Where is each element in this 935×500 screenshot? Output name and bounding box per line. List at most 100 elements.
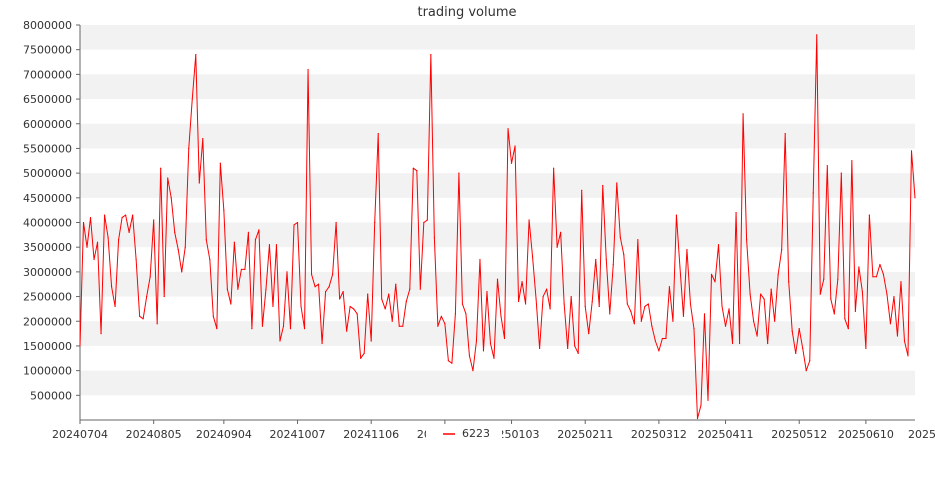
data-point — [717, 244, 720, 246]
grid-band — [80, 222, 915, 248]
x-tick-label: 20241007 — [270, 428, 326, 441]
data-point — [528, 219, 530, 221]
data-point — [416, 170, 418, 172]
data-point — [374, 221, 376, 224]
data-point — [360, 357, 362, 359]
data-point — [226, 288, 228, 290]
data-point — [542, 295, 544, 298]
data-point — [682, 315, 685, 317]
data-point — [356, 313, 358, 315]
data-point — [581, 189, 583, 192]
grid-band — [80, 173, 915, 198]
data-point — [784, 133, 786, 135]
chart-title: trading volume — [417, 5, 516, 20]
data-point — [563, 303, 565, 305]
data-point — [574, 345, 576, 347]
data-point — [251, 328, 253, 330]
data-point — [475, 340, 478, 342]
data-point — [402, 325, 404, 327]
data-point — [335, 221, 337, 224]
data-point — [135, 258, 137, 261]
data-point — [132, 214, 134, 216]
data-point — [482, 350, 485, 352]
data-point — [384, 308, 386, 310]
data-point — [588, 332, 590, 335]
data-point — [93, 258, 95, 261]
data-point — [584, 305, 586, 308]
data-point — [914, 197, 916, 199]
legend: 6223 — [426, 424, 502, 442]
data-point — [107, 236, 109, 238]
y-tick-label: 5000000 — [23, 167, 72, 180]
data-point — [553, 167, 555, 169]
data-point — [609, 313, 611, 315]
data-point — [531, 256, 534, 258]
data-point — [668, 286, 671, 288]
y-tick-label: 5500000 — [23, 142, 72, 155]
data-point — [675, 214, 678, 216]
y-tick-label: 500000 — [30, 389, 72, 402]
x-tick-label: 20240704 — [52, 428, 108, 441]
data-point — [286, 271, 288, 273]
data-point — [710, 273, 713, 275]
data-point — [377, 133, 379, 135]
data-point — [753, 320, 755, 322]
data-point — [658, 350, 660, 352]
data-point — [496, 278, 499, 280]
data-point — [858, 266, 860, 268]
data-point — [300, 305, 302, 308]
data-point — [735, 212, 737, 214]
data-point — [440, 315, 442, 317]
data-point — [433, 236, 435, 238]
data-point — [861, 291, 863, 293]
data-point — [205, 239, 207, 241]
data-point — [524, 303, 527, 305]
data-point — [247, 231, 249, 233]
data-point — [188, 147, 190, 150]
data-point — [633, 323, 635, 325]
data-point — [82, 221, 85, 224]
data-point — [240, 268, 242, 271]
data-point — [640, 320, 642, 322]
data-point — [153, 219, 155, 221]
x-tick-label: 20241106 — [343, 428, 399, 441]
data-point — [500, 315, 502, 317]
data-point — [275, 244, 278, 246]
data-point — [237, 288, 239, 290]
data-point — [830, 298, 832, 300]
data-point — [872, 276, 874, 278]
data-point — [746, 239, 748, 241]
y-tick-label: 6500000 — [23, 93, 72, 106]
data-point — [731, 342, 734, 345]
data-point — [823, 278, 825, 280]
data-point — [342, 291, 344, 293]
data-point — [128, 231, 130, 233]
data-point — [816, 34, 818, 36]
legend-background — [426, 424, 502, 442]
data-point — [539, 347, 541, 350]
x-tick-label: 20250610 — [838, 428, 894, 441]
data-point — [626, 303, 628, 305]
data-point — [332, 273, 334, 275]
data-point — [177, 249, 179, 251]
data-point — [833, 313, 835, 315]
data-point — [742, 113, 744, 115]
data-point — [163, 295, 165, 298]
data-point — [738, 342, 741, 345]
data-point — [191, 98, 193, 100]
x-tick-label: 20240805 — [126, 428, 182, 441]
y-tick-label: 1000000 — [23, 365, 72, 378]
data-point — [367, 293, 369, 295]
data-point — [724, 325, 727, 327]
data-point — [661, 337, 663, 340]
data-point — [777, 273, 779, 275]
data-point — [903, 340, 906, 342]
y-tick-label: 3500000 — [23, 241, 72, 254]
y-tick-label: 2000000 — [23, 315, 72, 328]
data-point — [602, 184, 604, 187]
data-point — [703, 313, 706, 315]
data-point — [826, 165, 828, 167]
data-point — [170, 197, 172, 199]
data-point — [591, 300, 593, 303]
data-point — [840, 172, 842, 174]
